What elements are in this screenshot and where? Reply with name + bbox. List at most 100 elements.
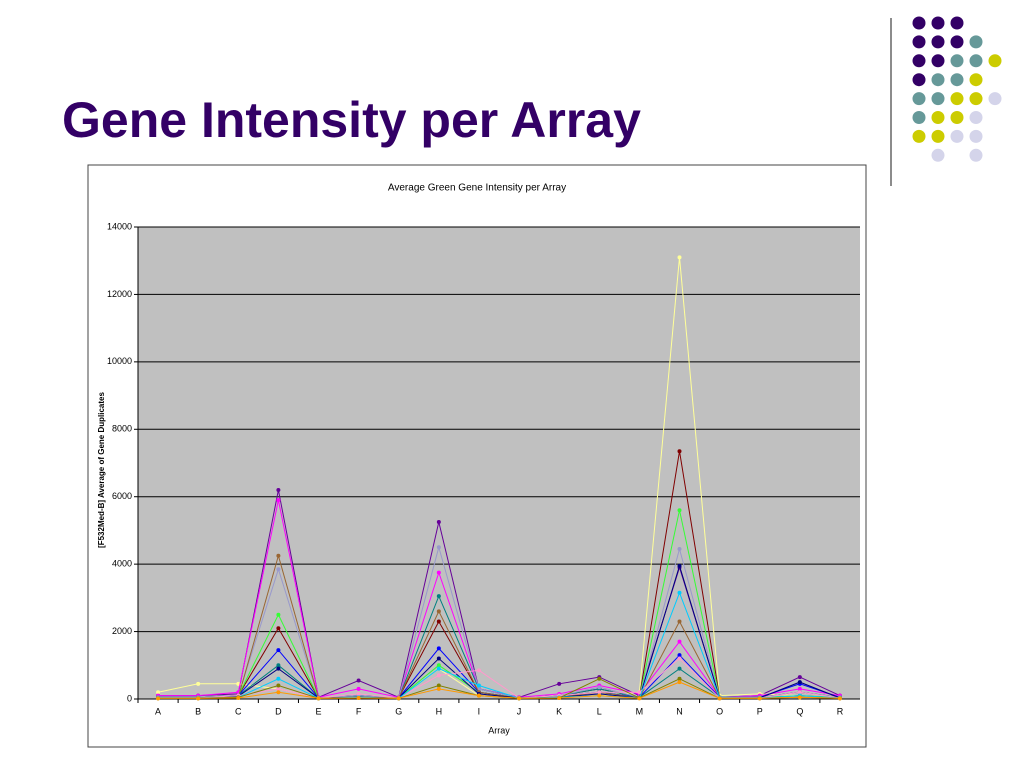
dot [931, 35, 945, 49]
point [276, 666, 281, 671]
point [677, 546, 682, 551]
point [436, 663, 441, 668]
point [797, 695, 802, 700]
y-tick-label: 8000 [112, 424, 132, 434]
dot [969, 129, 983, 143]
dot [950, 111, 964, 124]
x-tick-label: D [275, 706, 282, 716]
point [557, 681, 562, 686]
point [797, 690, 802, 695]
series-line [158, 545, 840, 699]
point [276, 487, 281, 492]
dot [950, 16, 964, 30]
dot [931, 111, 945, 124]
point [717, 696, 722, 701]
point [637, 696, 642, 701]
dot [912, 35, 926, 49]
point [797, 680, 802, 685]
x-tick-label: I [478, 706, 481, 716]
point [436, 545, 441, 550]
x-tick-label: H [436, 706, 443, 716]
dot [931, 148, 945, 162]
point [677, 255, 682, 260]
y-tick-label: 12000 [107, 289, 132, 299]
point [156, 690, 161, 695]
x-tick-label: M [636, 706, 644, 716]
x-tick-label: R [837, 706, 844, 716]
point [797, 686, 802, 691]
x-tick-label: O [716, 706, 723, 716]
dot [931, 54, 945, 68]
point [236, 681, 241, 686]
point [356, 695, 361, 700]
point [276, 612, 281, 617]
dot [950, 54, 964, 68]
point [436, 683, 441, 688]
x-axis-label: Array [488, 725, 510, 735]
point [436, 656, 441, 661]
point [597, 693, 602, 698]
point [557, 695, 562, 700]
point [436, 673, 441, 678]
point [476, 668, 481, 673]
dot [950, 35, 964, 49]
point [677, 619, 682, 624]
point [597, 690, 602, 695]
point [356, 691, 361, 696]
y-tick-label: 6000 [112, 491, 132, 501]
dot [988, 92, 1002, 106]
point [276, 553, 281, 558]
point [436, 520, 441, 524]
dot [912, 54, 926, 68]
x-tick-label: K [556, 706, 562, 716]
y-tick-label: 10000 [107, 356, 132, 366]
dot [950, 92, 964, 106]
y-tick-label: 2000 [112, 626, 132, 636]
slide-title: Gene Intensity per Array [62, 92, 641, 148]
x-tick-label: B [195, 706, 201, 716]
series-line [158, 681, 840, 699]
x-tick-label: E [315, 706, 321, 716]
dot [912, 129, 926, 143]
x-tick-label: C [235, 706, 242, 716]
chart-title: Average Green Gene Intensity per Array [388, 183, 566, 194]
point [677, 639, 682, 644]
point [677, 563, 682, 568]
decoration [912, 16, 1002, 162]
point [677, 676, 682, 681]
dot [969, 92, 983, 106]
point [276, 663, 281, 668]
dot [912, 92, 926, 106]
y-tick-label: 14000 [107, 221, 132, 231]
plot-area [138, 227, 860, 699]
y-tick-label: 0 [127, 693, 132, 703]
point [637, 690, 642, 695]
dot [912, 73, 926, 87]
point [436, 666, 441, 671]
point [156, 696, 161, 701]
point [236, 695, 241, 700]
point [677, 653, 682, 658]
x-tick-label: G [395, 706, 402, 716]
x-tick-label: F [356, 706, 362, 716]
dot [969, 148, 983, 162]
x-tick-label: J [517, 706, 522, 716]
x-tick-label: A [155, 706, 161, 716]
x-tick-label: N [676, 706, 683, 716]
point [837, 696, 842, 701]
dot [969, 73, 983, 87]
point [276, 648, 281, 653]
point [597, 676, 602, 681]
dot [931, 73, 945, 87]
point [196, 696, 201, 701]
point [356, 678, 361, 683]
point [396, 696, 401, 701]
point [276, 690, 281, 695]
dot [912, 111, 926, 124]
dot [969, 35, 983, 49]
y-tick-label: 4000 [112, 559, 132, 569]
point [276, 626, 281, 631]
dot [931, 16, 945, 30]
x-tick-label: L [597, 706, 602, 716]
